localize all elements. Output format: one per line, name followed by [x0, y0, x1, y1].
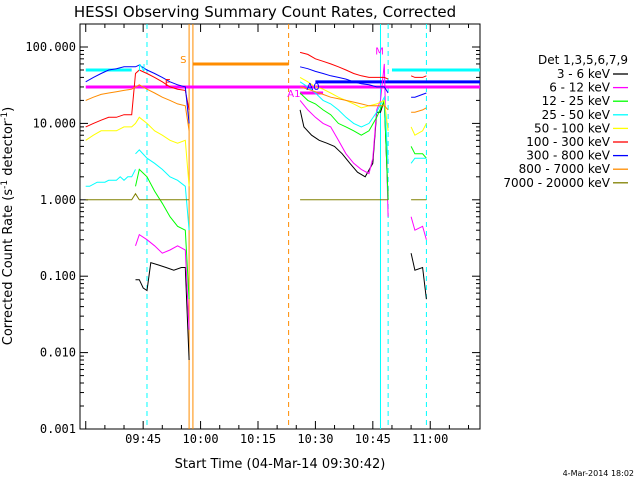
- y-tick-label: 1.000: [40, 193, 76, 207]
- x-tick-label: 10:45: [355, 432, 391, 446]
- x-axis-label: Start Time (04-Mar-14 09:30:42): [175, 457, 386, 472]
- flag-label: S: [180, 55, 186, 66]
- x-tick-label: 11:00: [412, 432, 448, 446]
- y-tick-label: 10.000: [33, 116, 76, 130]
- y-tick-label: 0.001: [40, 422, 76, 436]
- x-tick-label: 10:00: [183, 432, 219, 446]
- legend-label: 25 - 50 keV: [542, 108, 611, 122]
- series-line: [85, 81, 427, 231]
- legend-label: 800 - 7000 keV: [519, 162, 611, 176]
- x-tick-label: 10:30: [297, 432, 333, 446]
- flag-labels: N S F A1 A0 M: [138, 46, 384, 100]
- legend-label: 6 - 12 keV: [549, 81, 611, 95]
- series-line: [135, 100, 427, 361]
- x-tick-label: 10:15: [240, 432, 276, 446]
- legend-label: 300 - 800 keV: [526, 149, 610, 163]
- x-tick-label: 09:45: [125, 432, 161, 446]
- legend-label: 50 - 100 keV: [534, 121, 611, 135]
- flag-label: M: [375, 46, 384, 57]
- y-tick-label: 0.010: [40, 346, 76, 360]
- legend-label: 3 - 6 keV: [557, 67, 611, 81]
- vertical-markers: [146, 24, 427, 429]
- axis-ticks: 0.001 0.010 0.100 1.000 10.000 100.000 09:45 10…: [25, 23, 480, 446]
- legend-label: 12 - 25 keV: [542, 94, 611, 108]
- series-line: [85, 64, 427, 124]
- flag-label: A0: [306, 82, 319, 93]
- series-line: [85, 51, 427, 128]
- flag-label: N: [138, 63, 145, 74]
- series-line: [85, 84, 427, 131]
- series-lines: [85, 51, 427, 361]
- y-tick-label: 100.000: [25, 40, 76, 54]
- chart-title: HESSI Observing Summary Count Rates, Cor…: [74, 3, 456, 21]
- legend-header: Det 1,3,5,6,7,9: [538, 53, 628, 67]
- series-line: [85, 192, 427, 201]
- legend-label: 7000 - 20000 keV: [503, 176, 610, 190]
- y-axis-label: Corrected Count Rate (s-1 detector-1): [0, 107, 16, 345]
- series-line: [135, 63, 427, 330]
- flag-label: F: [165, 78, 171, 89]
- series-line: [135, 92, 427, 300]
- plot-frame: [79, 23, 481, 430]
- legend-label: 100 - 300 keV: [526, 135, 610, 149]
- y-tick-label: 0.100: [40, 269, 76, 283]
- footer-timestamp: 4-Mar-2014 18:02: [563, 469, 634, 478]
- flag-label: A1: [287, 89, 300, 100]
